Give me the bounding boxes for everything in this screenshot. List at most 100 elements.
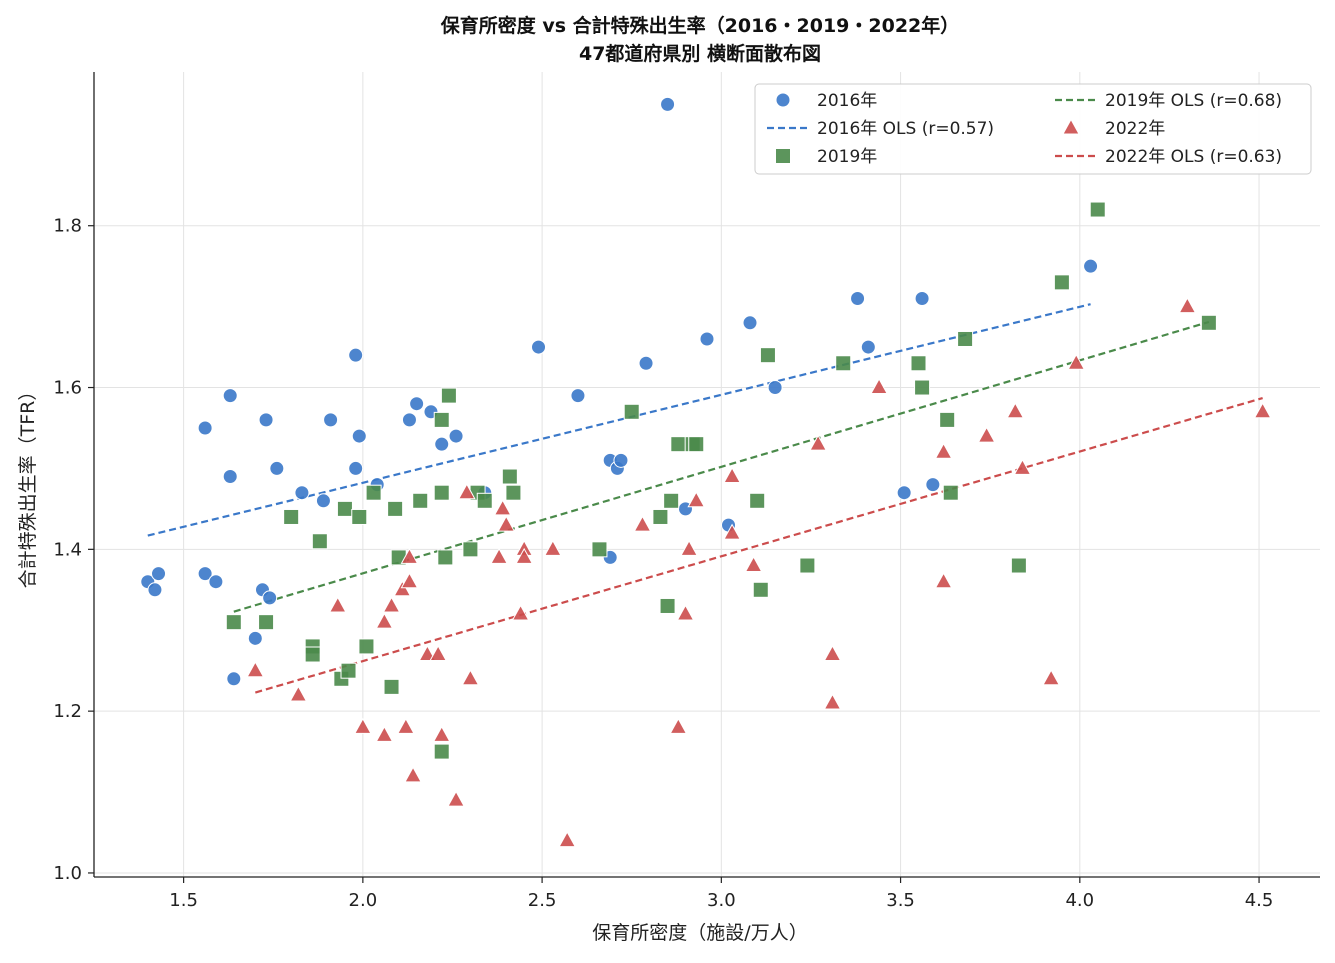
chart-title-line2: 47都道府県別 横断面散布図 <box>579 42 821 65</box>
y-tick-label: 1.2 <box>53 701 82 722</box>
data-point-square <box>433 743 450 760</box>
data-point-triangle <box>354 717 372 734</box>
y-tick-label: 1.4 <box>53 539 82 560</box>
data-point-square <box>336 500 353 517</box>
data-point-circle <box>1083 258 1099 274</box>
data-point-triangle <box>687 491 706 508</box>
data-point-square <box>759 347 776 364</box>
data-point-square <box>659 597 676 614</box>
x-tick-label: 1.5 <box>169 890 198 911</box>
data-point-circle <box>860 339 876 355</box>
legend-label: 2016年 <box>817 91 877 111</box>
data-point-triangle <box>382 596 401 613</box>
data-point-circle <box>699 331 715 347</box>
data-point-triangle <box>870 377 888 395</box>
data-point-triangle <box>404 766 422 783</box>
data-point-square <box>351 508 368 525</box>
legend-label: 2016年 OLS (r=0.57) <box>817 119 994 139</box>
data-point-square <box>358 638 375 655</box>
data-point-triangle <box>676 604 695 621</box>
x-axis-label: 保育所密度（施設/万人） <box>592 922 807 944</box>
x-tick-label: 4.5 <box>1245 890 1274 911</box>
data-point-square <box>1010 557 1027 574</box>
data-point-square <box>365 484 382 501</box>
x-tick-label: 3.0 <box>707 890 736 911</box>
data-point-triangle <box>744 555 763 573</box>
y-axis-label: 合計特殊出生率（TFR） <box>17 382 39 589</box>
data-point-square <box>412 492 429 509</box>
data-point-triangle <box>457 483 476 500</box>
data-point-triangle <box>544 539 562 556</box>
data-point-circle <box>147 582 163 598</box>
data-point-circle <box>222 388 238 404</box>
data-point-triangle <box>823 693 842 710</box>
data-point-circle <box>269 460 285 476</box>
data-point-triangle <box>490 547 508 564</box>
data-point-circle <box>197 566 213 582</box>
data-point-circle <box>208 574 224 590</box>
ols-lines <box>147 303 1263 694</box>
grid-lines <box>94 72 1320 877</box>
data-point-circle <box>742 315 758 331</box>
data-point-triangle <box>723 523 741 540</box>
data-point-circle <box>570 388 586 404</box>
data-point-square <box>437 549 454 566</box>
data-point-square <box>440 387 457 404</box>
data-point-square <box>957 330 974 347</box>
data-point-triangle <box>723 466 741 484</box>
data-point-triangle <box>400 572 419 589</box>
data-point-triangle <box>328 596 347 613</box>
ols-line-circle <box>147 303 1091 537</box>
data-point-square <box>939 411 956 428</box>
data-point-triangle <box>1006 402 1025 419</box>
data-point-square <box>433 411 450 428</box>
data-point-triangle <box>289 685 308 702</box>
data-point-triangle <box>432 725 451 742</box>
data-point-square <box>1053 274 1070 291</box>
x-tick-label: 2.5 <box>528 890 557 911</box>
data-point-square <box>749 492 766 509</box>
data-point-circle <box>850 291 866 307</box>
data-point-triangle <box>977 426 996 443</box>
data-point-square <box>663 492 680 509</box>
legend-label: 2022年 <box>1105 119 1165 139</box>
data-point-square <box>383 678 400 695</box>
data-point-triangle <box>393 580 412 597</box>
data-point-square <box>1200 314 1217 331</box>
data-point-triangle <box>558 831 577 848</box>
y-tick-label: 1.0 <box>53 863 82 884</box>
data-point-square <box>652 508 669 525</box>
data-point-circle <box>401 412 417 428</box>
data-point-circle <box>767 380 783 396</box>
x-tick-label: 4.0 <box>1065 890 1094 911</box>
legend-label: 2019年 <box>817 147 877 167</box>
ols-line-triangle <box>255 396 1263 694</box>
data-point-triangle <box>1013 458 1032 475</box>
data-point-square <box>591 541 608 558</box>
data-point-circle <box>434 436 450 452</box>
legend-box <box>754 83 1312 175</box>
data-point-square <box>387 500 404 517</box>
data-point-triangle <box>418 644 437 662</box>
data-point-triangle <box>397 717 415 734</box>
axes <box>93 72 1320 878</box>
data-point-square <box>623 403 640 420</box>
data-point-circle <box>323 412 339 428</box>
data-point-circle <box>351 428 367 444</box>
data-point-triangle <box>447 790 465 807</box>
data-point-circle <box>262 590 278 606</box>
data-point-triangle <box>1253 402 1272 419</box>
data-point-triangle <box>246 661 265 678</box>
data-point-circle <box>448 428 464 444</box>
data-point-circle <box>226 671 242 687</box>
data-point-circle <box>348 347 364 363</box>
data-point-triangle <box>633 515 652 532</box>
data-point-circle <box>896 485 912 501</box>
data-point-circle <box>247 630 263 646</box>
data-point-circle <box>531 339 547 355</box>
data-point-square <box>258 614 275 631</box>
data-point-square <box>304 646 321 663</box>
data-point-triangle <box>1042 669 1060 686</box>
data-point-square <box>1089 201 1106 218</box>
